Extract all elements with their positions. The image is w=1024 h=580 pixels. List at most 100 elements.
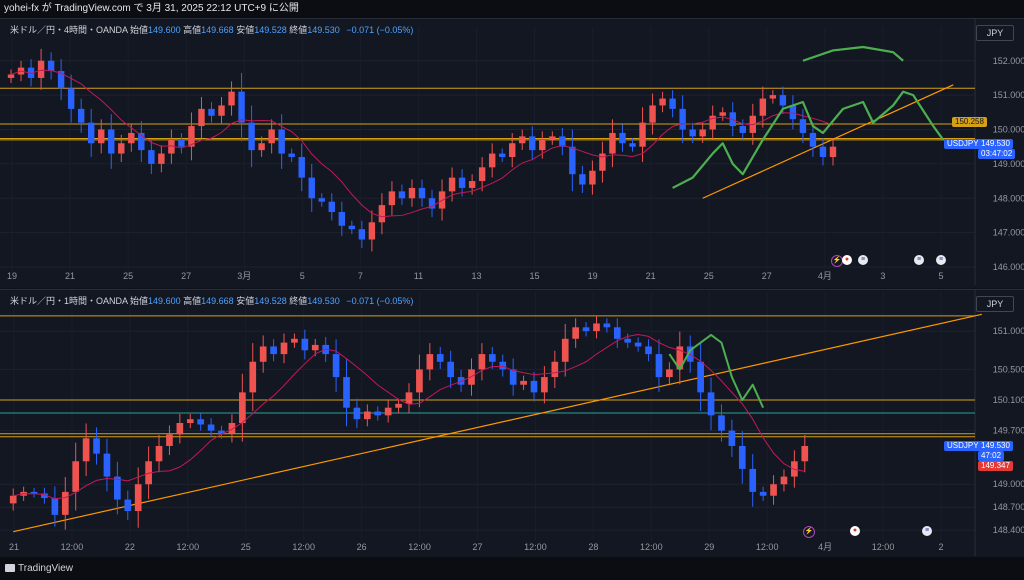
chart-pane-4h[interactable]: 152.000 151.000 150.000 149.000 148.000 147.0… xyxy=(0,18,1024,288)
x-tick-label: 5 xyxy=(300,271,305,281)
green-arc-annotation xyxy=(802,45,904,62)
legend-open: 149.600 xyxy=(148,25,181,35)
x-tick-label: 25 xyxy=(241,542,251,552)
x-tick-label: 12:00 xyxy=(408,542,431,552)
candle-body xyxy=(37,60,45,78)
candle-body xyxy=(458,177,466,188)
trendline xyxy=(702,84,954,199)
candle-body xyxy=(288,153,295,157)
candle-body xyxy=(769,95,777,99)
y-tick-label: 149.700 xyxy=(993,426,1024,436)
candle-body xyxy=(719,112,726,116)
candle-body xyxy=(348,225,356,230)
candle-body xyxy=(478,354,486,370)
candle-body xyxy=(579,174,586,185)
candle-body xyxy=(561,338,569,362)
x-tick-label: 3月 xyxy=(237,271,251,281)
x-tick-label: 25 xyxy=(123,271,133,281)
y-tick-label: 148.700 xyxy=(993,502,1024,512)
candle-body xyxy=(697,361,704,393)
currency-button-1h[interactable]: JPY xyxy=(976,296,1014,312)
candle-body xyxy=(408,187,416,199)
candle-body xyxy=(572,327,579,339)
candle-body xyxy=(72,461,80,492)
candle-body xyxy=(416,369,423,393)
chart-pane-1h[interactable]: 151.000 150.500 150.100 149.700 149.000 148.7… xyxy=(0,289,1024,557)
lightning-icon[interactable]: ⚡ xyxy=(803,526,815,538)
candle-body xyxy=(103,453,111,477)
candle-body xyxy=(551,361,559,378)
record-icon[interactable]: ● xyxy=(842,255,852,265)
candle-body xyxy=(186,419,194,423)
candle-body xyxy=(338,212,346,226)
legend-close-label: 終値 xyxy=(289,296,308,306)
candle-body xyxy=(738,445,746,469)
candle-body xyxy=(509,369,517,385)
x-tick-label: 12:00 xyxy=(292,542,315,552)
candle-body xyxy=(291,338,298,343)
moving-average-line xyxy=(13,333,805,500)
candle-body xyxy=(41,493,48,499)
y-tick-label: 151.000 xyxy=(993,90,1024,100)
candle-body xyxy=(368,222,376,240)
x-tick-label: 15 xyxy=(530,271,540,281)
candle-body xyxy=(128,132,135,144)
candle-body xyxy=(488,153,496,168)
green-wave-annotation xyxy=(668,333,765,409)
candle-body xyxy=(166,434,173,446)
candle-body xyxy=(258,143,265,151)
legend-open-label: 始値 xyxy=(130,296,149,306)
candle-body xyxy=(138,132,145,151)
candle-body xyxy=(789,105,797,120)
legend-low-label: 安値 xyxy=(236,25,255,35)
candle-body xyxy=(301,338,309,351)
candle-body xyxy=(168,139,175,154)
candle-body xyxy=(478,167,486,182)
flag-icon[interactable]: ≡ xyxy=(858,255,868,265)
x-tick-label: 4月 xyxy=(818,542,832,552)
candle-body xyxy=(488,354,496,362)
candle-body xyxy=(218,105,225,116)
candle-body xyxy=(759,491,767,496)
candle-body xyxy=(780,476,788,485)
candle-body xyxy=(559,136,566,147)
candle-body xyxy=(176,423,184,435)
candle-body xyxy=(539,139,546,151)
x-tick-label: 27 xyxy=(762,271,772,281)
candle-body xyxy=(197,419,205,425)
candle-body xyxy=(645,346,652,355)
candle-body xyxy=(593,323,600,332)
x-tick-label: 25 xyxy=(704,271,714,281)
candle-body xyxy=(599,153,606,171)
candle-body xyxy=(47,60,55,72)
candle-body xyxy=(589,170,596,185)
candle-body xyxy=(158,153,165,164)
price-tag-4h: 149.530 xyxy=(978,139,1013,149)
countdown-1h: 47:02 xyxy=(978,451,1005,461)
candle-body xyxy=(739,126,746,133)
candle-body xyxy=(308,177,315,199)
candle-body xyxy=(499,361,507,370)
legend-symbol: 米ドル／円・4時間・OANDA xyxy=(10,25,128,35)
legend-change: −0.071 (−0.05%) xyxy=(346,296,414,306)
chart-1h-svg[interactable]: 151.000 150.500 150.100 149.700 149.000 148.7… xyxy=(0,290,1024,558)
candle-body xyxy=(819,146,827,157)
candle-body xyxy=(343,377,350,408)
candle-body xyxy=(118,143,125,154)
candle-body xyxy=(749,468,757,492)
legend-high-label: 高値 xyxy=(183,25,202,35)
flag-icon[interactable]: ≡ xyxy=(936,255,946,265)
candle-body xyxy=(218,430,225,434)
candle-body xyxy=(447,361,454,378)
x-tick-label: 12:00 xyxy=(177,542,200,552)
candle-body xyxy=(613,327,621,339)
tradingview-logo-icon xyxy=(5,564,15,572)
chart-4h-svg[interactable]: 152.000 151.000 150.000 149.000 148.000 147.0… xyxy=(0,19,1024,289)
flag-icon[interactable]: ≡ xyxy=(914,255,924,265)
countdown-4h: 03:47:02 xyxy=(978,149,1016,159)
x-tick-label: 22 xyxy=(125,542,135,552)
currency-button-4h[interactable]: JPY xyxy=(976,25,1014,41)
flag-icon[interactable]: ≡ xyxy=(922,526,932,536)
candle-body xyxy=(61,491,69,515)
record-icon[interactable]: ● xyxy=(850,526,860,536)
